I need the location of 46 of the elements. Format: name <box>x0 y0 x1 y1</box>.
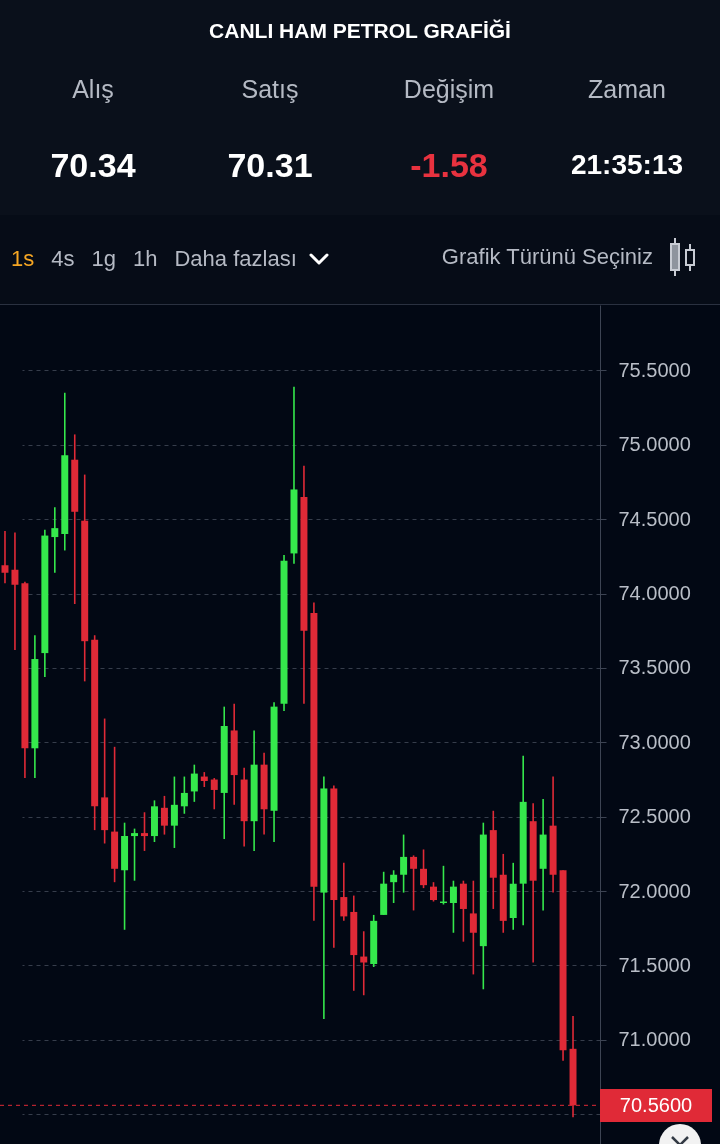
text: 1h <box>132 246 158 271</box>
text: Grafik Türünü Seçiniz <box>441 244 653 269</box>
candlestick <box>400 833 408 894</box>
text: 1s <box>11 246 35 271</box>
text: 70.34 <box>50 146 136 184</box>
candlestick <box>160 795 168 836</box>
text: Zaman <box>588 74 666 103</box>
y-tick-label: 73.5000 <box>618 656 691 679</box>
candlestick <box>51 506 59 574</box>
candlestick <box>190 763 198 803</box>
candlestick <box>360 930 368 997</box>
y-tick-label: 75.5000 <box>618 358 691 381</box>
y-tick-label: 73.0000 <box>618 730 691 753</box>
text: Daha fazlası <box>174 246 297 271</box>
y-tick-label: 74.0000 <box>618 582 691 605</box>
text: -1.58 <box>410 146 488 184</box>
candlestick <box>1 530 9 584</box>
y-tick-label: 74.5000 <box>618 507 691 530</box>
candlestick <box>210 777 218 811</box>
y-tick-label: 71.0000 <box>618 1028 691 1051</box>
candlestick <box>180 775 188 815</box>
candlestick <box>340 862 348 922</box>
candlestick <box>430 881 437 903</box>
y-tick-label: 75.0000 <box>618 433 691 456</box>
ref-line-label: 70.5600 <box>600 1088 712 1122</box>
text: 70.31 <box>227 146 313 184</box>
candlestick <box>170 775 178 849</box>
chart-title: CANLI HAM PETROL GRAFİĞİ <box>209 18 511 42</box>
candlestick <box>200 771 208 788</box>
candlestick <box>410 854 418 912</box>
text: 21:35:13 <box>570 149 684 180</box>
text: Alış <box>72 74 114 103</box>
text: Satış <box>241 74 299 103</box>
candlestick <box>420 848 428 889</box>
y-tick-label: 72.0000 <box>618 879 691 902</box>
text: Değişim <box>403 74 495 103</box>
candlestick <box>131 827 139 882</box>
candlestick <box>11 531 19 651</box>
candlestick <box>390 869 398 904</box>
text: 4s <box>51 246 75 271</box>
y-tick-label: 72.5000 <box>618 805 691 828</box>
candlestick <box>469 879 477 976</box>
candlestick <box>141 811 148 852</box>
text: 1g <box>91 246 116 271</box>
y-tick-label: 71.5000 <box>618 953 691 976</box>
candlestick <box>449 879 457 934</box>
